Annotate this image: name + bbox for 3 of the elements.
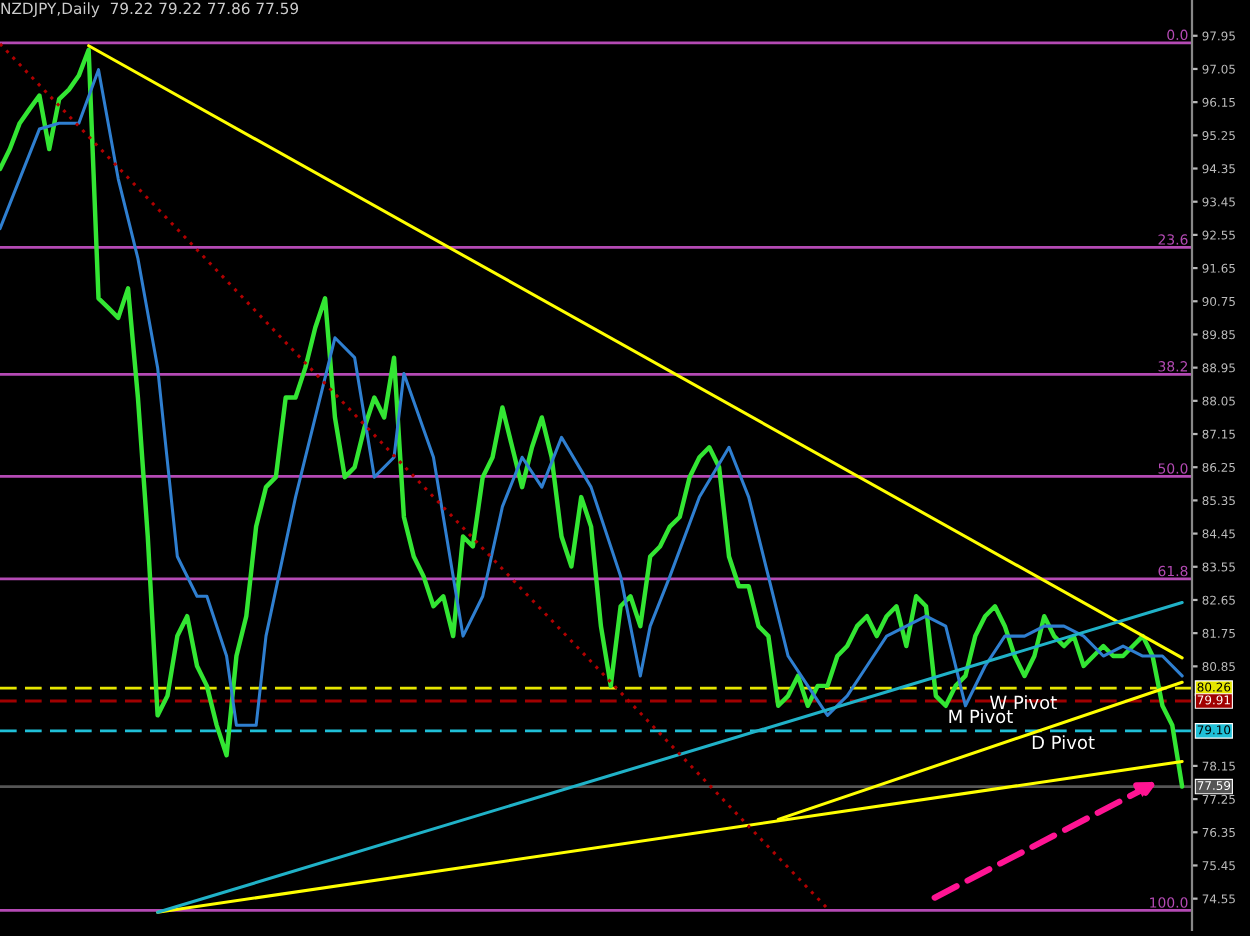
annotation: D Pivot [1032, 735, 1095, 750]
annotation: M Pivot [949, 709, 1013, 724]
annotation: W Pivot [989, 695, 1057, 710]
